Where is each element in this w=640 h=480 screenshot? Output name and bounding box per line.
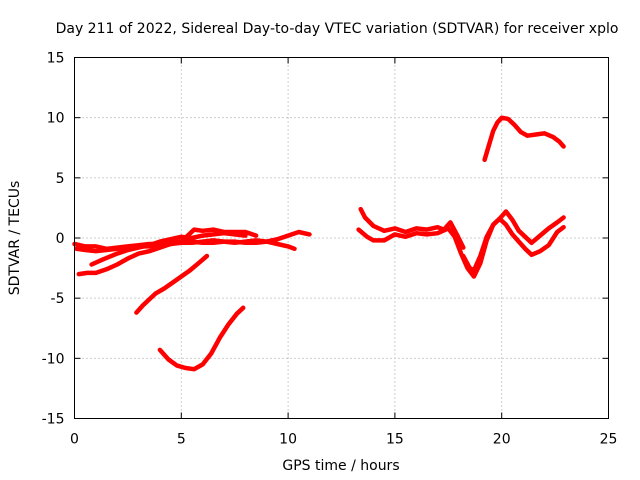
series-arc-7 [358,206,466,250]
chart-title: Day 211 of 2022, Sidereal Day-to-day VTE… [56,21,619,37]
series-arc-6 [157,305,246,372]
y-tick-label: -5 [51,291,65,307]
series-arc-5 [134,253,210,315]
x-axis-label: GPS time / hours [282,458,399,474]
x-tick-label: 10 [279,432,297,448]
series-arc-10 [482,115,566,163]
x-tick-label: 25 [600,432,618,448]
x-tick-label: 0 [70,432,79,448]
series-arc-9 [461,209,566,273]
y-tick-label: -15 [42,412,65,428]
series-arc-8 [356,216,566,279]
y-axis-label: SDTVAR / TECUs [7,181,23,296]
y-tick-label: 5 [56,171,65,187]
series-arc-2 [74,229,312,254]
x-tick-label: 15 [386,432,404,448]
x-tick-label: 5 [177,432,186,448]
series-arc-4 [89,230,248,267]
y-tick-label: -10 [42,351,65,367]
y-tick-label: 10 [47,111,65,127]
x-tick-label: 20 [493,432,511,448]
y-tick-label: 0 [56,231,65,247]
y-tick-label: 15 [47,51,65,67]
